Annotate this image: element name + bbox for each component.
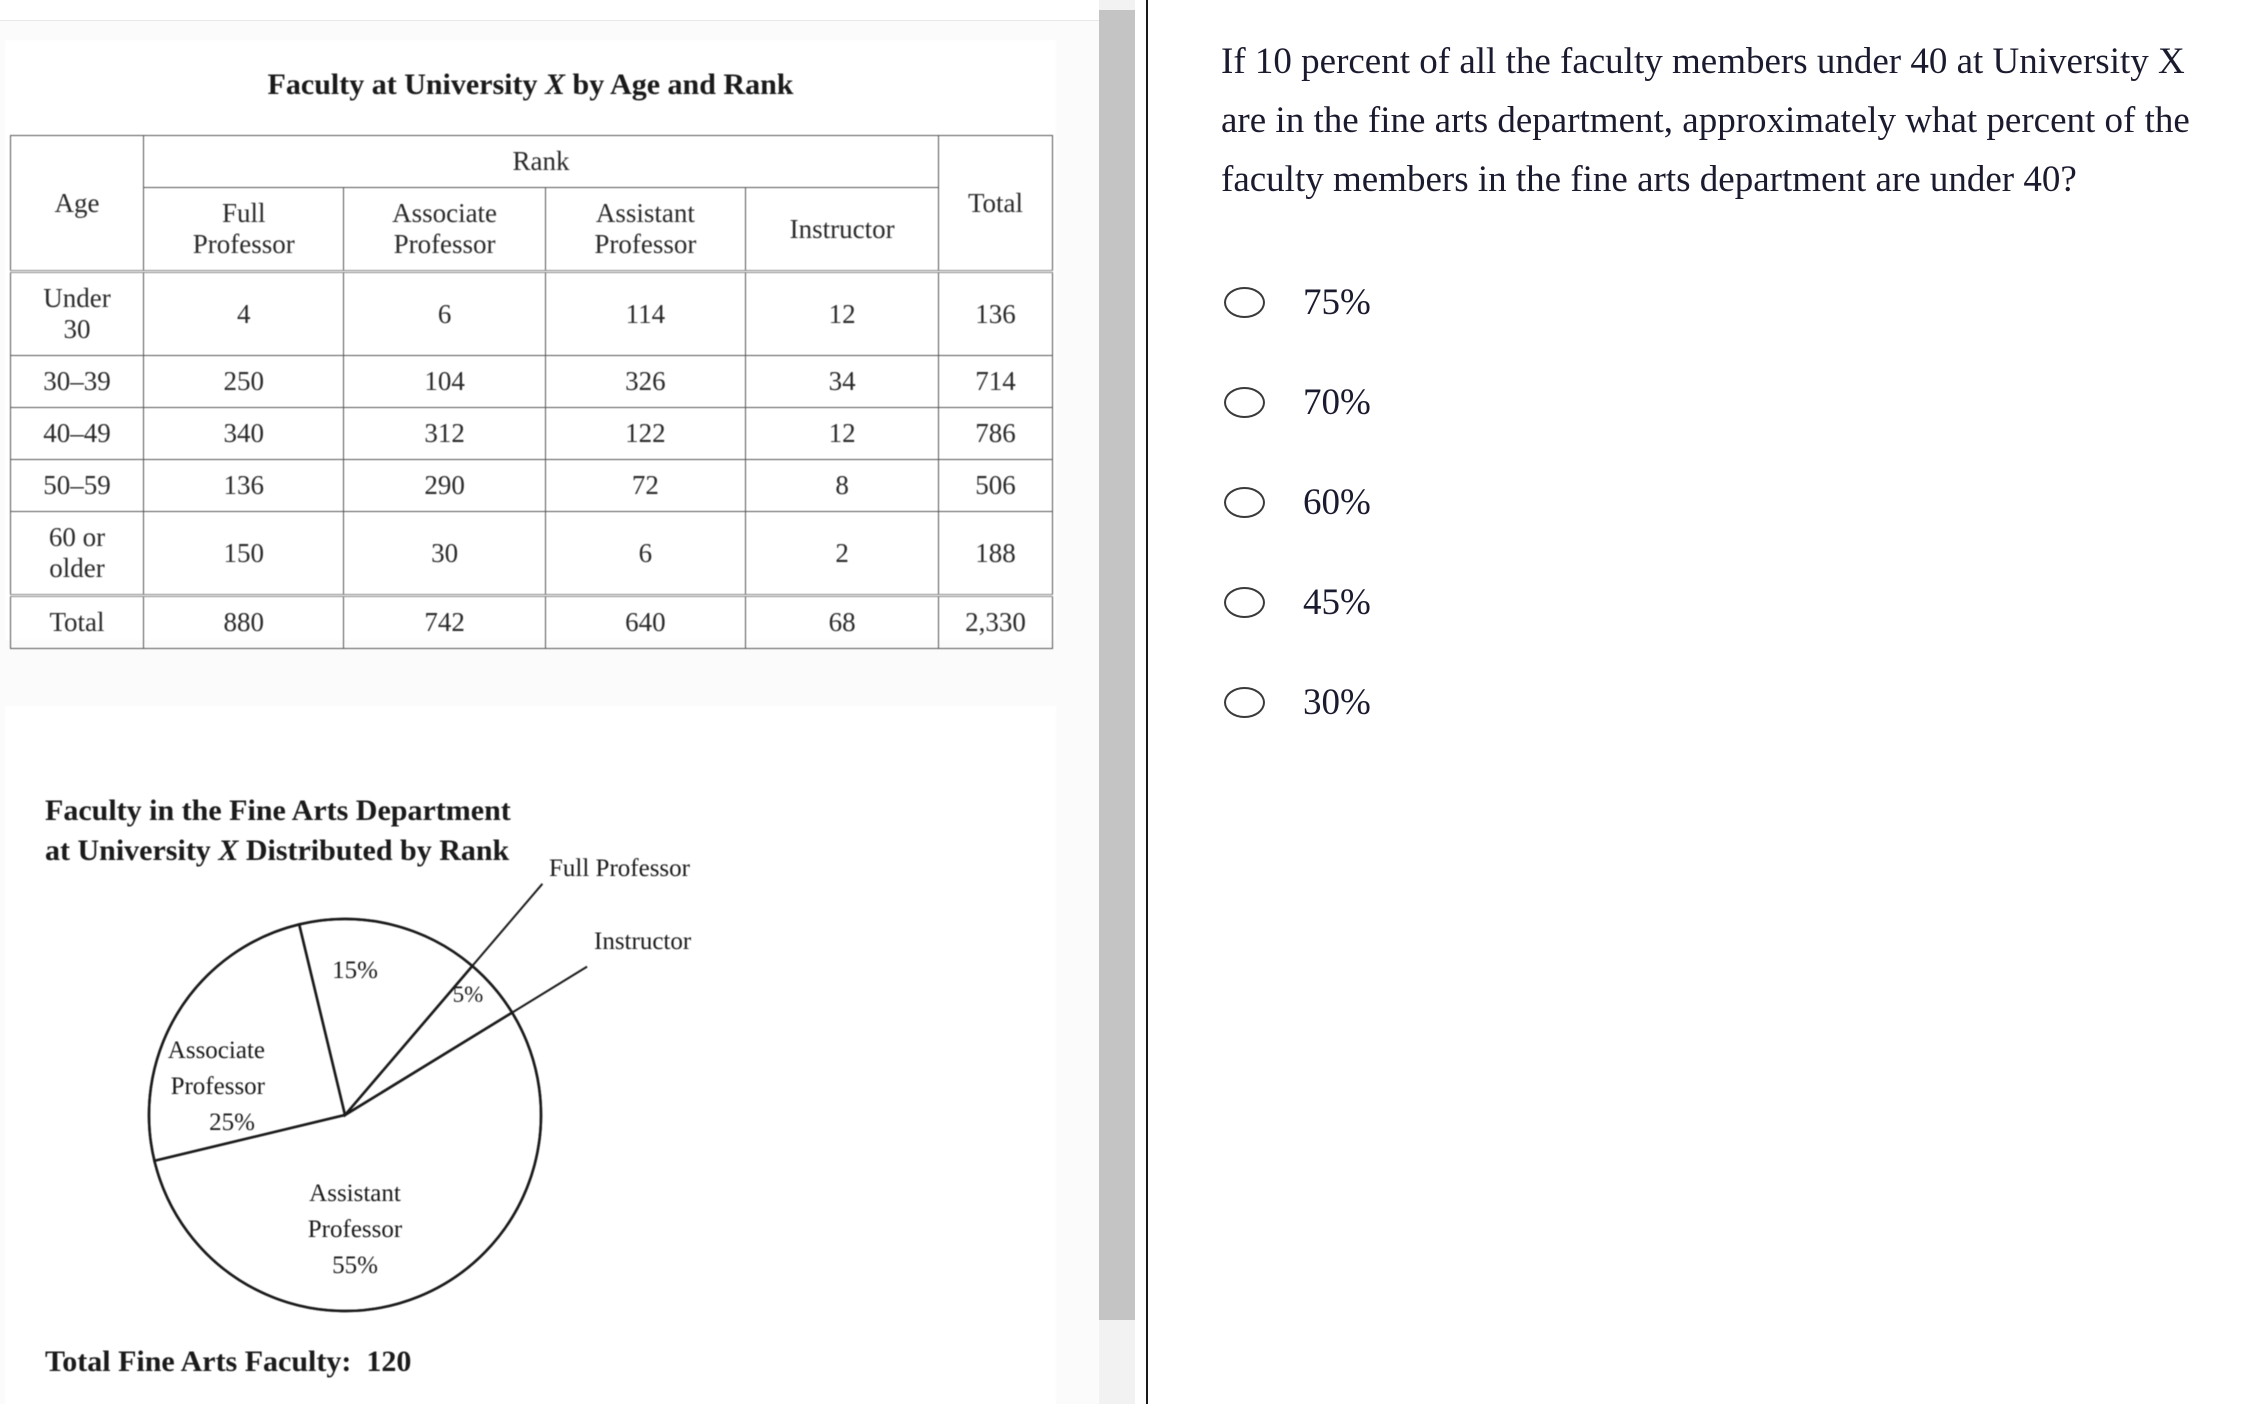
svg-text:25%: 25% xyxy=(209,1109,255,1136)
svg-text:Associate: Associate xyxy=(168,1037,265,1064)
svg-text:Instructor: Instructor xyxy=(594,928,692,955)
svg-text:5%: 5% xyxy=(453,982,484,1007)
svg-text:Professor: Professor xyxy=(308,1216,403,1243)
svg-text:Assistant: Assistant xyxy=(309,1180,401,1207)
svg-text:Full Professor: Full Professor xyxy=(549,855,691,882)
svg-text:Professor: Professor xyxy=(171,1073,266,1100)
svg-text:55%: 55% xyxy=(332,1252,378,1279)
svg-text:15%: 15% xyxy=(332,957,378,984)
